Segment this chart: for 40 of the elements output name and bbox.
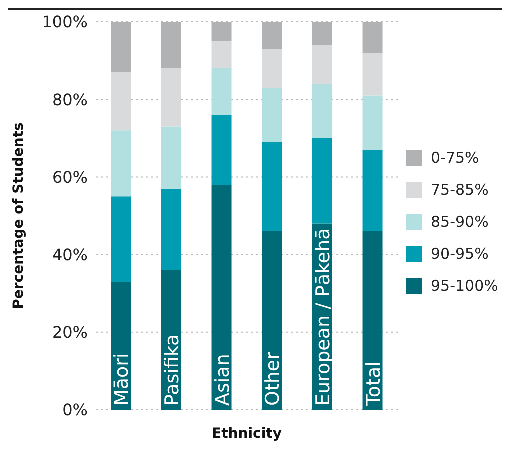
legend-label: 85-90% (431, 213, 489, 231)
y-tick-label: 100% (42, 12, 88, 32)
bar (212, 68, 232, 116)
bar (111, 130, 132, 197)
bar (362, 232, 383, 410)
bar (161, 68, 182, 127)
x-tick-label: Pasifika (162, 334, 184, 406)
x-axis-title: Ethnicity (212, 426, 282, 442)
bar (312, 45, 332, 84)
bar (212, 184, 232, 410)
bar (362, 150, 383, 232)
x-tick-label: Māori (111, 353, 134, 406)
bar (262, 142, 282, 232)
x-tick-label: Total (362, 362, 385, 407)
y-tick-label: 40% (52, 245, 88, 264)
bar (111, 196, 132, 282)
bar (161, 126, 182, 189)
bar (262, 88, 282, 142)
x-tick-label: Asian (212, 354, 234, 406)
x-tick-label: European / Pākehā (312, 228, 334, 406)
bar (212, 115, 232, 185)
x-tick-label: Other (262, 352, 284, 406)
bar (312, 138, 332, 224)
bar (262, 49, 282, 88)
bar (111, 72, 132, 131)
bar (212, 41, 232, 69)
legend-label: 0-75% (431, 149, 480, 167)
bar (312, 84, 332, 138)
bar (161, 188, 182, 270)
bar (362, 96, 383, 150)
legend-label: 95-100% (431, 277, 498, 295)
y-tick-label: 60% (52, 168, 88, 187)
bar (362, 53, 383, 96)
y-axis-title: Percentage of Students (10, 122, 27, 310)
legend-label: 90-95% (431, 245, 489, 263)
bar (262, 232, 282, 410)
y-tick-label: 0% (62, 400, 88, 420)
y-tick-label: 80% (52, 90, 88, 110)
y-tick-label: 20% (52, 323, 88, 342)
legend-label: 75-85% (431, 181, 489, 199)
